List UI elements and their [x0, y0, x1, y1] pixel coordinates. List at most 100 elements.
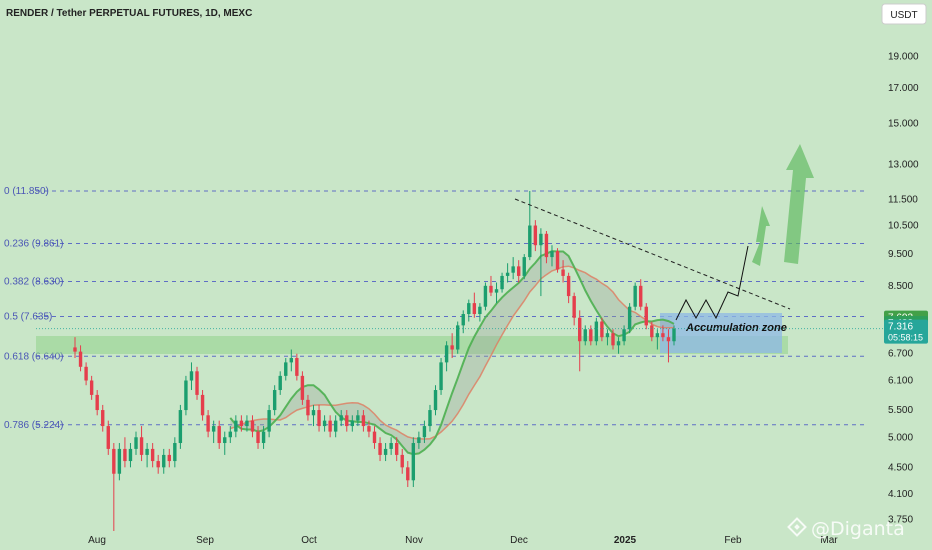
descending-trendline[interactable]: [514, 198, 791, 310]
candle-body-29: [234, 420, 238, 432]
candle-body-39: [289, 358, 294, 363]
price-tick-2: 15.000: [888, 119, 919, 130]
candle-body-79: [511, 266, 515, 273]
time-tick-1: Sep: [196, 535, 214, 546]
candle-body-45: [322, 420, 327, 427]
price-tick-6: 9.500: [888, 249, 913, 260]
candle-body-76: [494, 289, 499, 293]
candle-body-15: [156, 461, 160, 468]
ma-line-slow: [230, 265, 674, 440]
candle-body-97: [611, 333, 615, 346]
candle-body-40: [295, 358, 299, 376]
candle-body-17: [167, 454, 171, 462]
candle-body-50: [350, 420, 355, 427]
candle-body-61: [411, 443, 416, 481]
candle-body-44: [317, 410, 321, 427]
price-badge-time-2: 05:58:15: [888, 333, 923, 343]
fib-label-3: 0.5 (7.635): [4, 311, 52, 322]
candle-body-27: [223, 437, 227, 444]
candle-body-21: [189, 371, 194, 381]
candle-body-30: [239, 420, 244, 427]
fib-label-5: 0.786 (5.224): [4, 420, 64, 431]
candle-body-22: [195, 371, 199, 395]
candle-body-4: [95, 394, 99, 411]
candle-body-95: [600, 321, 604, 338]
price-axis: 19.000 17.000 15.000 13.000 11.500 10.500 9.50…: [888, 51, 919, 525]
candle-body-34: [261, 431, 266, 444]
time-tick-2: Oct: [301, 535, 317, 546]
candle-body-84: [539, 233, 543, 246]
moving-averages: [229, 250, 675, 456]
candle-body-93: [589, 329, 593, 342]
candle-body-77: [500, 275, 504, 290]
candle-body-16: [162, 454, 166, 468]
support-zone: [36, 336, 788, 354]
candle-body-42: [306, 399, 310, 416]
fib-label-0: 0 (11.850): [4, 186, 49, 197]
time-tick-7: Mar: [820, 535, 838, 546]
candle-body-9: [123, 448, 127, 462]
candle-body-100: [627, 306, 632, 330]
projected-arrow-small: [752, 206, 770, 266]
candle-body-107: [666, 337, 671, 342]
candle-body-48: [339, 415, 343, 421]
candle-body-0: [73, 347, 77, 352]
candle-body-87: [555, 251, 560, 270]
candle-body-60: [406, 467, 410, 481]
candle-body-75: [489, 285, 493, 293]
candle-body-78: [505, 272, 510, 276]
candle-body-82: [528, 225, 532, 258]
fib-label-1: 0.236 (9.861): [4, 238, 64, 249]
candle-body-5: [101, 410, 105, 427]
candle-body-65: [433, 390, 438, 411]
candle-body-72: [472, 303, 477, 315]
candle-body-2: [84, 366, 88, 381]
candle-body-47: [333, 420, 338, 432]
candle-body-80: [517, 266, 521, 276]
candle-body-64: [428, 410, 432, 427]
candle-body-24: [206, 415, 210, 432]
watermark: @Diganta: [787, 517, 905, 540]
price-tick-10: 5.500: [888, 405, 913, 416]
candle-body-102: [639, 285, 643, 307]
time-tick-0: Aug: [88, 535, 106, 546]
fib-label-4: 0.618 (6.640): [4, 351, 64, 362]
candle-body-28: [228, 431, 232, 438]
candle-body-19: [178, 410, 183, 444]
price-badge-2: [884, 319, 928, 344]
candle-body-85: [544, 233, 549, 258]
candle-body-3: [89, 380, 94, 395]
price-tick-7: 8.500: [888, 281, 913, 292]
accumulation-zone-box: [660, 313, 782, 353]
price-tick-3: 13.000: [888, 160, 919, 171]
candle-body-66: [439, 362, 443, 391]
projected-path: [675, 245, 749, 321]
candle-body-20: [184, 380, 188, 411]
candle-body-103: [644, 306, 648, 326]
candle-body-33: [256, 431, 260, 444]
currency-button-label: USDT: [890, 10, 917, 21]
time-tick-4: Dec: [510, 535, 528, 546]
candle-body-90: [572, 296, 576, 318]
candle-body-59: [400, 454, 404, 468]
candle-body-25: [211, 426, 216, 432]
time-tick-3: Nov: [405, 535, 423, 546]
candle-body-96: [605, 333, 610, 338]
candle-body-108: [672, 328, 676, 342]
candle-body-55: [378, 443, 382, 455]
price-tick-8: 6.700: [888, 349, 913, 360]
price-tick-13: 4.100: [888, 489, 913, 500]
candle-body-73: [478, 306, 482, 315]
candle-body-63: [422, 426, 427, 438]
candle-body-12: [139, 437, 144, 455]
candle-body-71: [467, 303, 471, 315]
candles: [73, 191, 676, 532]
candle-body-36: [272, 390, 277, 411]
candle-body-52: [361, 415, 366, 427]
currency-button[interactable]: USDT: [881, 3, 927, 25]
candle-body-89: [566, 275, 571, 297]
price-badge-value-2: 7.316: [888, 322, 913, 333]
candle-body-14: [150, 448, 155, 462]
